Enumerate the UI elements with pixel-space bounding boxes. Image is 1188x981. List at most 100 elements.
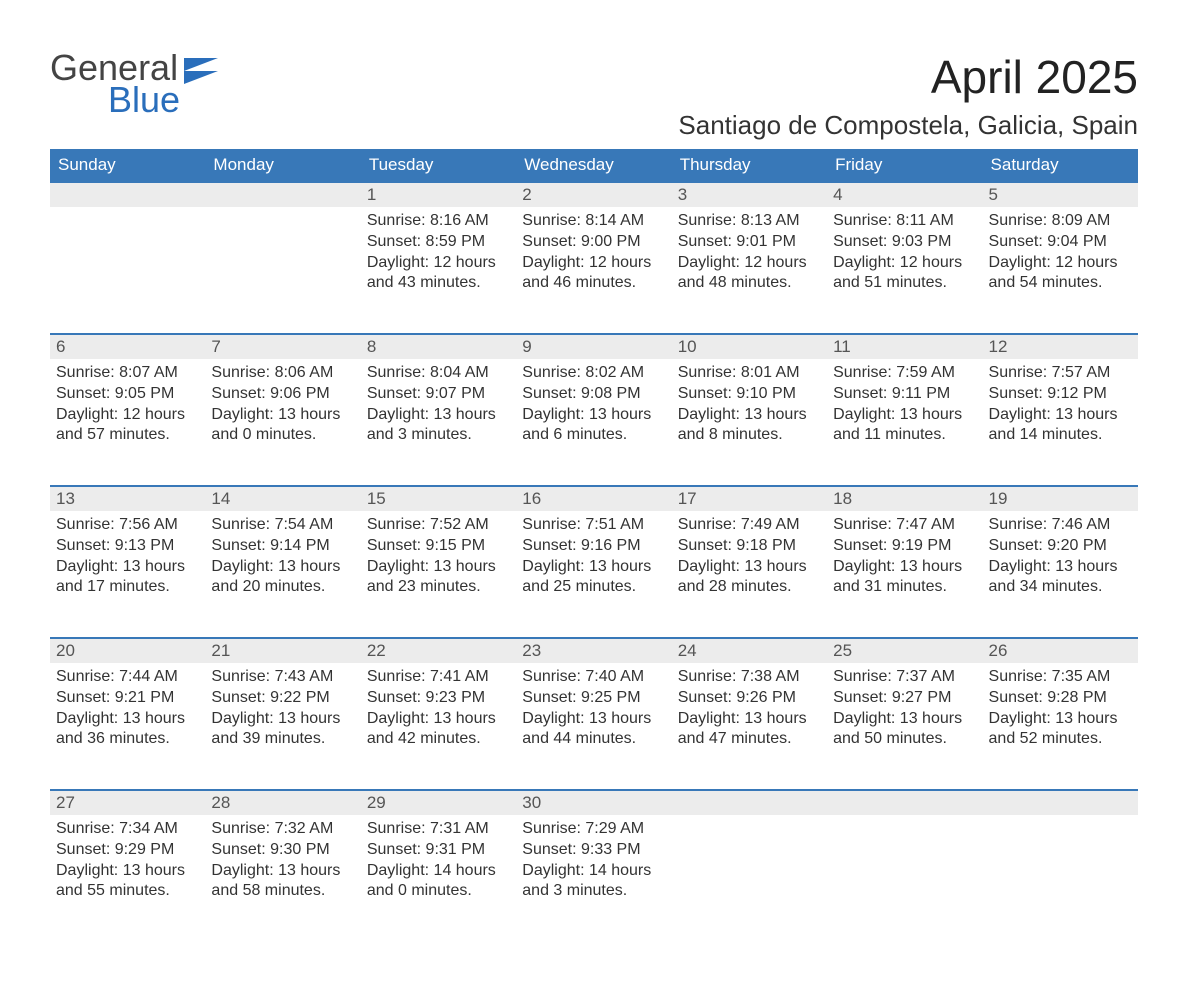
sunrise-line: Sunrise: 7:52 AM — [367, 515, 510, 536]
sunset-line: Sunset: 9:11 PM — [833, 384, 976, 405]
daylight-line: Daylight: 13 hours and 6 minutes. — [522, 405, 665, 447]
sunset-line: Sunset: 9:04 PM — [989, 232, 1132, 253]
sunrise-line: Sunrise: 7:34 AM — [56, 819, 199, 840]
day-number: 15 — [361, 485, 516, 511]
day-number: 16 — [516, 485, 671, 511]
calendar-cell — [983, 815, 1138, 941]
sunset-line: Sunset: 9:01 PM — [678, 232, 821, 253]
page-title: April 2025 — [678, 50, 1138, 104]
sunrise-line: Sunrise: 7:54 AM — [211, 515, 354, 536]
day-number: 2 — [516, 181, 671, 207]
daylight-line: Daylight: 12 hours and 51 minutes. — [833, 253, 976, 295]
day-content: Sunrise: 8:04 AMSunset: 9:07 PMDaylight:… — [361, 359, 516, 462]
day-content: Sunrise: 8:06 AMSunset: 9:06 PMDaylight:… — [205, 359, 360, 462]
sunrise-line: Sunrise: 7:40 AM — [522, 667, 665, 688]
calendar-cell: Sunrise: 7:49 AMSunset: 9:18 PMDaylight:… — [672, 511, 827, 637]
calendar-cell: Sunrise: 7:38 AMSunset: 9:26 PMDaylight:… — [672, 663, 827, 789]
daylight-line: Daylight: 13 hours and 11 minutes. — [833, 405, 976, 447]
calendar-cell: Sunrise: 7:41 AMSunset: 9:23 PMDaylight:… — [361, 663, 516, 789]
title-block: April 2025 Santiago de Compostela, Galic… — [678, 50, 1138, 149]
daylight-line: Daylight: 13 hours and 28 minutes. — [678, 557, 821, 599]
daylight-line: Daylight: 12 hours and 54 minutes. — [989, 253, 1132, 295]
day-content: Sunrise: 8:16 AMSunset: 8:59 PMDaylight:… — [361, 207, 516, 310]
day-content: Sunrise: 7:57 AMSunset: 9:12 PMDaylight:… — [983, 359, 1138, 462]
sunrise-line: Sunrise: 8:14 AM — [522, 211, 665, 232]
day-content: Sunrise: 7:34 AMSunset: 9:29 PMDaylight:… — [50, 815, 205, 918]
calendar-cell — [672, 815, 827, 941]
calendar-header-row: SundayMondayTuesdayWednesdayThursdayFrid… — [50, 149, 1138, 181]
calendar-cell: Sunrise: 7:47 AMSunset: 9:19 PMDaylight:… — [827, 511, 982, 637]
weekday-header: Thursday — [672, 149, 827, 181]
day-number: 1 — [361, 181, 516, 207]
day-number: 17 — [672, 485, 827, 511]
day-number — [983, 789, 1138, 815]
sunset-line: Sunset: 9:05 PM — [56, 384, 199, 405]
calendar-cell: Sunrise: 8:13 AMSunset: 9:01 PMDaylight:… — [672, 207, 827, 333]
calendar-cell: Sunrise: 8:01 AMSunset: 9:10 PMDaylight:… — [672, 359, 827, 485]
sunset-line: Sunset: 9:07 PM — [367, 384, 510, 405]
brand-logo: General Blue — [50, 50, 218, 118]
daylight-line: Daylight: 12 hours and 57 minutes. — [56, 405, 199, 447]
sunset-line: Sunset: 9:12 PM — [989, 384, 1132, 405]
day-content: Sunrise: 7:29 AMSunset: 9:33 PMDaylight:… — [516, 815, 671, 918]
calendar-cell: Sunrise: 7:29 AMSunset: 9:33 PMDaylight:… — [516, 815, 671, 941]
sunrise-line: Sunrise: 7:29 AM — [522, 819, 665, 840]
sunset-line: Sunset: 9:26 PM — [678, 688, 821, 709]
daylight-line: Daylight: 13 hours and 17 minutes. — [56, 557, 199, 599]
calendar-cell: Sunrise: 7:40 AMSunset: 9:25 PMDaylight:… — [516, 663, 671, 789]
sunset-line: Sunset: 9:18 PM — [678, 536, 821, 557]
sunrise-line: Sunrise: 7:37 AM — [833, 667, 976, 688]
day-content: Sunrise: 8:13 AMSunset: 9:01 PMDaylight:… — [672, 207, 827, 310]
daylight-line: Daylight: 13 hours and 23 minutes. — [367, 557, 510, 599]
day-number: 30 — [516, 789, 671, 815]
sunrise-line: Sunrise: 7:47 AM — [833, 515, 976, 536]
day-content: Sunrise: 7:44 AMSunset: 9:21 PMDaylight:… — [50, 663, 205, 766]
daylight-line: Daylight: 13 hours and 58 minutes. — [211, 861, 354, 903]
day-content: Sunrise: 7:47 AMSunset: 9:19 PMDaylight:… — [827, 511, 982, 614]
sunrise-line: Sunrise: 7:51 AM — [522, 515, 665, 536]
calendar-cell: Sunrise: 8:16 AMSunset: 8:59 PMDaylight:… — [361, 207, 516, 333]
day-content: Sunrise: 7:51 AMSunset: 9:16 PMDaylight:… — [516, 511, 671, 614]
weekday-header: Sunday — [50, 149, 205, 181]
day-number: 24 — [672, 637, 827, 663]
day-content: Sunrise: 7:41 AMSunset: 9:23 PMDaylight:… — [361, 663, 516, 766]
sunset-line: Sunset: 9:14 PM — [211, 536, 354, 557]
day-number: 23 — [516, 637, 671, 663]
day-content: Sunrise: 8:01 AMSunset: 9:10 PMDaylight:… — [672, 359, 827, 462]
day-content: Sunrise: 7:49 AMSunset: 9:18 PMDaylight:… — [672, 511, 827, 614]
calendar-cell: Sunrise: 7:43 AMSunset: 9:22 PMDaylight:… — [205, 663, 360, 789]
sunset-line: Sunset: 9:33 PM — [522, 840, 665, 861]
day-content: Sunrise: 7:32 AMSunset: 9:30 PMDaylight:… — [205, 815, 360, 918]
sunrise-line: Sunrise: 7:31 AM — [367, 819, 510, 840]
daylight-line: Daylight: 13 hours and 25 minutes. — [522, 557, 665, 599]
day-content: Sunrise: 7:54 AMSunset: 9:14 PMDaylight:… — [205, 511, 360, 614]
sunrise-line: Sunrise: 7:56 AM — [56, 515, 199, 536]
calendar-cell: Sunrise: 8:07 AMSunset: 9:05 PMDaylight:… — [50, 359, 205, 485]
day-number — [672, 789, 827, 815]
sunrise-line: Sunrise: 7:43 AM — [211, 667, 354, 688]
calendar-cell — [50, 207, 205, 333]
calendar-cell: Sunrise: 8:06 AMSunset: 9:06 PMDaylight:… — [205, 359, 360, 485]
sunset-line: Sunset: 9:30 PM — [211, 840, 354, 861]
calendar-cell — [827, 815, 982, 941]
sunrise-line: Sunrise: 8:16 AM — [367, 211, 510, 232]
sunset-line: Sunset: 9:23 PM — [367, 688, 510, 709]
day-number: 11 — [827, 333, 982, 359]
sunrise-line: Sunrise: 7:32 AM — [211, 819, 354, 840]
sunrise-line: Sunrise: 7:44 AM — [56, 667, 199, 688]
daylight-line: Daylight: 13 hours and 39 minutes. — [211, 709, 354, 751]
day-number: 20 — [50, 637, 205, 663]
day-number: 19 — [983, 485, 1138, 511]
page-subtitle: Santiago de Compostela, Galicia, Spain — [678, 110, 1138, 141]
calendar-cell: Sunrise: 7:57 AMSunset: 9:12 PMDaylight:… — [983, 359, 1138, 485]
day-number: 13 — [50, 485, 205, 511]
daylight-line: Daylight: 13 hours and 20 minutes. — [211, 557, 354, 599]
day-content: Sunrise: 7:52 AMSunset: 9:15 PMDaylight:… — [361, 511, 516, 614]
daylight-line: Daylight: 14 hours and 0 minutes. — [367, 861, 510, 903]
sunset-line: Sunset: 9:08 PM — [522, 384, 665, 405]
day-number: 27 — [50, 789, 205, 815]
sunrise-line: Sunrise: 8:11 AM — [833, 211, 976, 232]
day-content: Sunrise: 7:59 AMSunset: 9:11 PMDaylight:… — [827, 359, 982, 462]
sunrise-line: Sunrise: 7:49 AM — [678, 515, 821, 536]
daylight-line: Daylight: 12 hours and 48 minutes. — [678, 253, 821, 295]
